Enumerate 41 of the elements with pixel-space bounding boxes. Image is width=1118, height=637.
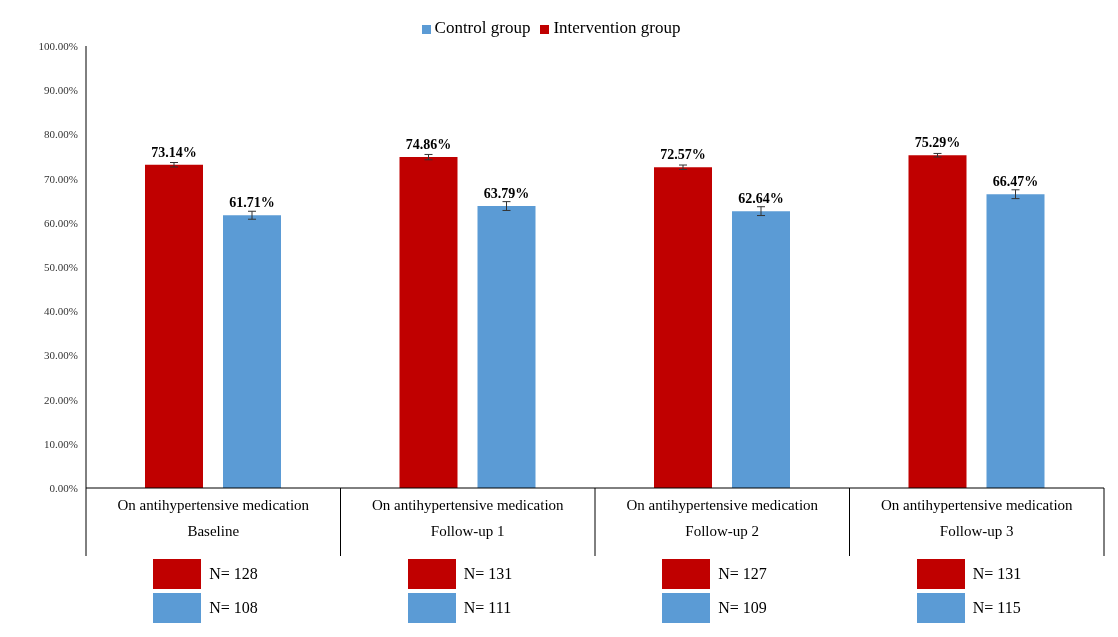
x-tick-label: On antihypertensive medication Follow-up 3 — [880, 497, 1074, 539]
data-label: 74.86% — [405, 137, 452, 153]
bar — [654, 167, 712, 488]
data-label: 73.14% — [151, 144, 197, 160]
data-label: 75.29% — [914, 135, 961, 151]
text: N= 128 — [209, 565, 258, 583]
y-tick-label: 20.00% — [44, 393, 78, 406]
x-tick-label: On antihypertensive medication Baseline — [117, 497, 310, 539]
bar — [732, 211, 790, 488]
legend-label: Intervention group — [553, 18, 681, 37]
y-tick-label: 60.00% — [44, 216, 78, 229]
y-tick-label: 50.00% — [44, 260, 78, 273]
text: N= 127 — [718, 565, 767, 583]
x-tick-label: On antihypertensive medication Follow-up 1 — [371, 497, 565, 539]
data-label: 62.64% — [738, 191, 784, 207]
bar — [399, 157, 458, 488]
bar — [223, 215, 281, 488]
y-tick-label: 90.00% — [44, 84, 78, 97]
bar — [908, 155, 967, 488]
data-label: 63.79% — [483, 186, 530, 202]
y-tick-label: 10.00% — [44, 437, 78, 450]
text: N= 131 — [972, 565, 1022, 583]
x-tick-label: On antihypertensive medication Follow-up 2 — [626, 497, 819, 539]
bar — [145, 164, 203, 488]
text: N= 115 — [972, 599, 1021, 617]
text: N= 109 — [718, 599, 767, 617]
legend-label: Control group — [434, 18, 531, 37]
data-label: 66.47% — [992, 174, 1039, 190]
y-tick-label: 40.00% — [44, 305, 78, 318]
data-label: 72.57% — [660, 147, 706, 163]
y-tick-label: 70.00% — [44, 172, 78, 185]
data-label: 61.71% — [229, 195, 275, 211]
text: N= 131 — [463, 565, 513, 583]
bar — [986, 194, 1045, 488]
text: N= 111 — [463, 599, 512, 617]
y-tick-label: 100.00% — [38, 39, 78, 52]
y-tick-label: 30.00% — [44, 349, 78, 362]
text: N= 108 — [209, 599, 258, 617]
y-tick-label: 80.00% — [44, 128, 78, 141]
y-tick-label: 0.00% — [49, 481, 78, 494]
bar — [477, 206, 536, 488]
